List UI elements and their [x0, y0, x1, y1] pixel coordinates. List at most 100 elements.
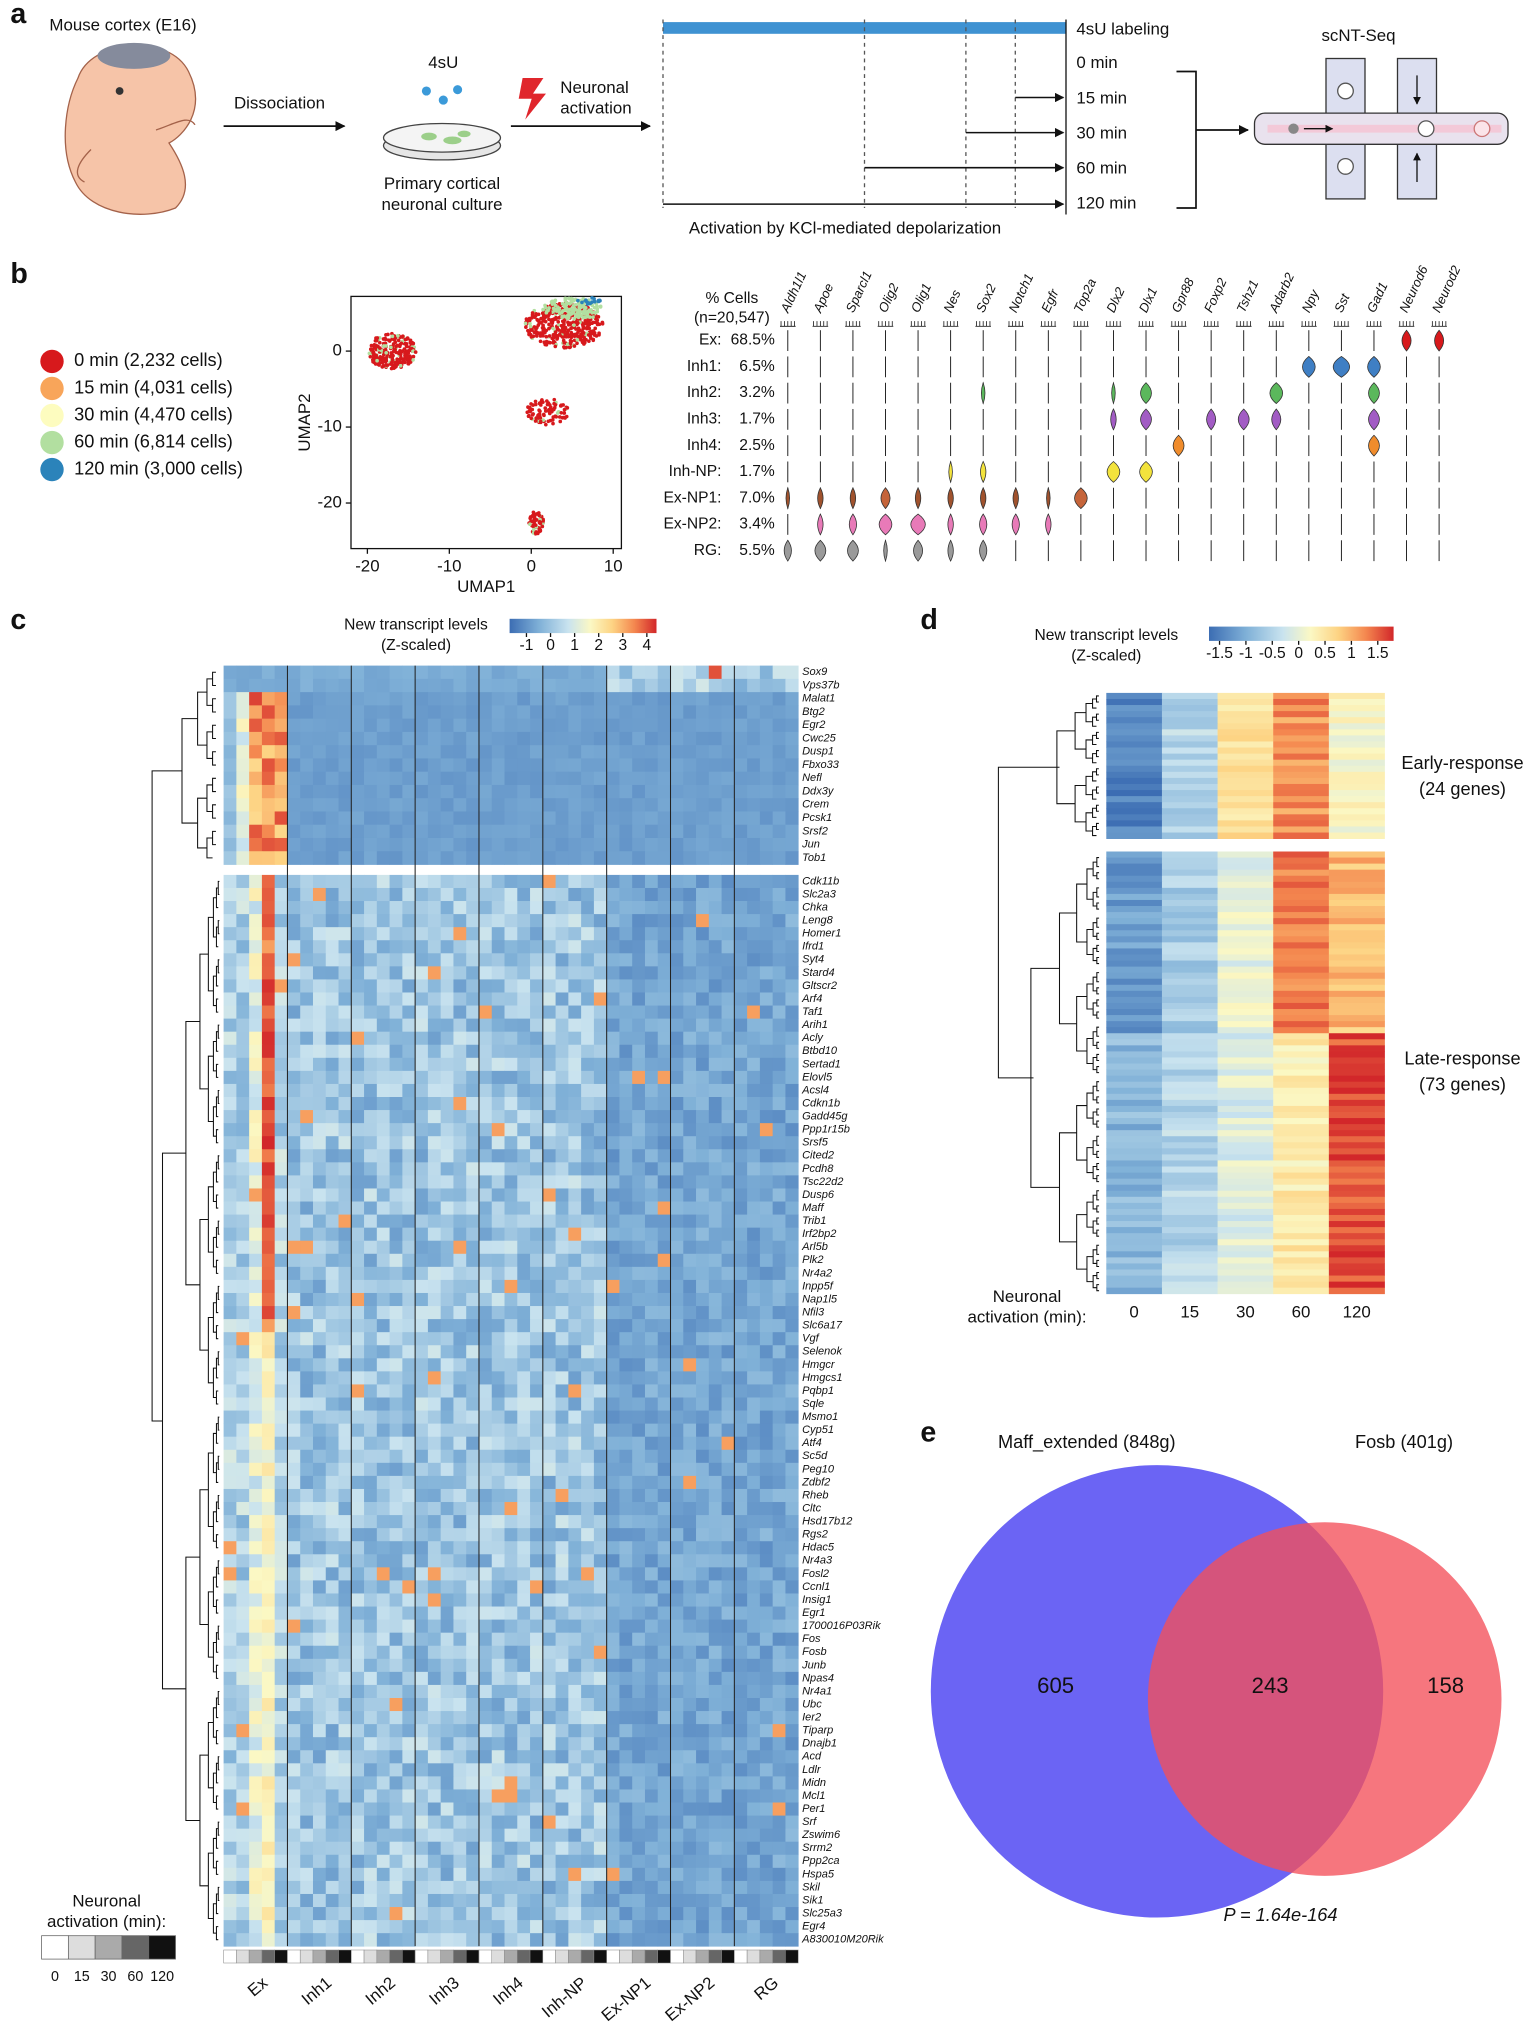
- heatmap-cell: [696, 666, 709, 680]
- heatmap-cell: [530, 1306, 543, 1319]
- heatmap-cell: [543, 1646, 556, 1659]
- heatmap-cell: [785, 692, 798, 706]
- heatmap-cell: [709, 1384, 722, 1397]
- heatmap-cell: [390, 1110, 403, 1123]
- umap-point: [584, 299, 588, 303]
- heatmap-cell: [773, 1685, 786, 1698]
- gene-label: Nfil3: [802, 1306, 825, 1318]
- heatmap-cell: [709, 1371, 722, 1384]
- heatmap-cell: [785, 1306, 798, 1319]
- heatmap-cell: [709, 1110, 722, 1123]
- heatmap-cell: [428, 679, 441, 693]
- heatmap-cell: [785, 666, 798, 680]
- heatmap-cell: [441, 1110, 454, 1123]
- umap-point: [568, 323, 572, 327]
- heatmap-cell: [607, 1567, 620, 1580]
- heatmap-cell: [377, 1149, 390, 1162]
- heatmap-cell: [377, 666, 390, 680]
- heatmap-cell: [671, 1084, 684, 1097]
- umap-point: [393, 338, 397, 342]
- gene-label: Dlx1: [1136, 285, 1161, 315]
- heatmap-cell: [556, 1149, 569, 1162]
- heatmap-cell: [300, 1019, 313, 1032]
- heatmap-cell: [415, 811, 428, 825]
- heatmap-cell: [275, 992, 288, 1005]
- heatmap-cell: [632, 1058, 645, 1071]
- heatmap-cell: [479, 875, 492, 888]
- heatmap-cell: [760, 1149, 773, 1162]
- heatmap-cell: [479, 1097, 492, 1110]
- heatmap-cell: [326, 1463, 339, 1476]
- heatmap-cell: [300, 1502, 313, 1515]
- heatmap-cell: [722, 705, 735, 719]
- heatmap-cell: [581, 1528, 594, 1541]
- heatmap-cell: [530, 1162, 543, 1175]
- heatmap-cell: [543, 1019, 556, 1032]
- heatmap-cell: [249, 1045, 262, 1058]
- heatmap-cell: [543, 1071, 556, 1084]
- heatmap-cell: [287, 838, 300, 852]
- heatmap-cell: [466, 1058, 479, 1071]
- heatmap-cell: [696, 1515, 709, 1528]
- heatmap-cell: [287, 798, 300, 812]
- heatmap-cell: [709, 1097, 722, 1110]
- heatmap-cell: [517, 1032, 530, 1045]
- heatmap-cell: [249, 1032, 262, 1045]
- heatmap-cell: [619, 825, 632, 839]
- heatmap-cell: [645, 1659, 658, 1672]
- heatmap-cell: [747, 1437, 760, 1450]
- heatmap-cell: [364, 1019, 377, 1032]
- heatmap-cell: [556, 1659, 569, 1672]
- heatmap-cell: [785, 1659, 798, 1672]
- heatmap-cell: [364, 1424, 377, 1437]
- heatmap-cell: [581, 927, 594, 940]
- heatmap-cell: [543, 1567, 556, 1580]
- heatmap-cell: [773, 1489, 786, 1502]
- heatmap-cell: [415, 838, 428, 852]
- heatmap-cell: [236, 1411, 249, 1424]
- heatmap-cell: [645, 1593, 658, 1606]
- heatmap-cell: [696, 875, 709, 888]
- heatmap-cell: [492, 1202, 505, 1215]
- heatmap-cell: [734, 1397, 747, 1410]
- heatmap-cell: [543, 1110, 556, 1123]
- heatmap-cell: [709, 1397, 722, 1410]
- heatmap-cell: [645, 1019, 658, 1032]
- heatmap-cell: [326, 1685, 339, 1698]
- heatmap-cell: [709, 1175, 722, 1188]
- heatmap-cell: [300, 732, 313, 746]
- heatmap-cell: [619, 1620, 632, 1633]
- heatmap-cell: [492, 1659, 505, 1672]
- heatmap-cell: [658, 1685, 671, 1698]
- heatmap-cell: [568, 1607, 581, 1620]
- heatmap-cell: [619, 1607, 632, 1620]
- heatmap-cell: [415, 1032, 428, 1045]
- heatmap-cell: [351, 1045, 364, 1058]
- heatmap-cell: [249, 940, 262, 953]
- heatmap-cell: [556, 825, 569, 839]
- gene-label: Hmgcr: [802, 1359, 836, 1371]
- heatmap-cell: [696, 1215, 709, 1228]
- heatmap-cell: [249, 732, 262, 746]
- heatmap-cell: [658, 1554, 671, 1567]
- heatmap-cell: [645, 772, 658, 786]
- heatmap-cell: [453, 901, 466, 914]
- heatmap-cell: [415, 679, 428, 693]
- heatmap-cell: [517, 1188, 530, 1201]
- heatmap-cell: [747, 927, 760, 940]
- heatmap-cell: [556, 1175, 569, 1188]
- heatmap-cell: [428, 1541, 441, 1554]
- heatmap-cell: [505, 1358, 518, 1371]
- heatmap-cell: [492, 1149, 505, 1162]
- heatmap-cell: [326, 719, 339, 733]
- heatmap-cell: [581, 1502, 594, 1515]
- heatmap-cell: [505, 811, 518, 825]
- heatmap-cell: [224, 1175, 237, 1188]
- heatmap-cell: [645, 992, 658, 1005]
- gene-label: Ccnl1: [802, 1581, 830, 1593]
- heatmap-cell: [709, 1593, 722, 1606]
- heatmap-cell: [722, 1424, 735, 1437]
- umap-point: [591, 315, 595, 319]
- gene-label: Foxp2: [1201, 275, 1230, 315]
- heatmap-cell: [466, 1188, 479, 1201]
